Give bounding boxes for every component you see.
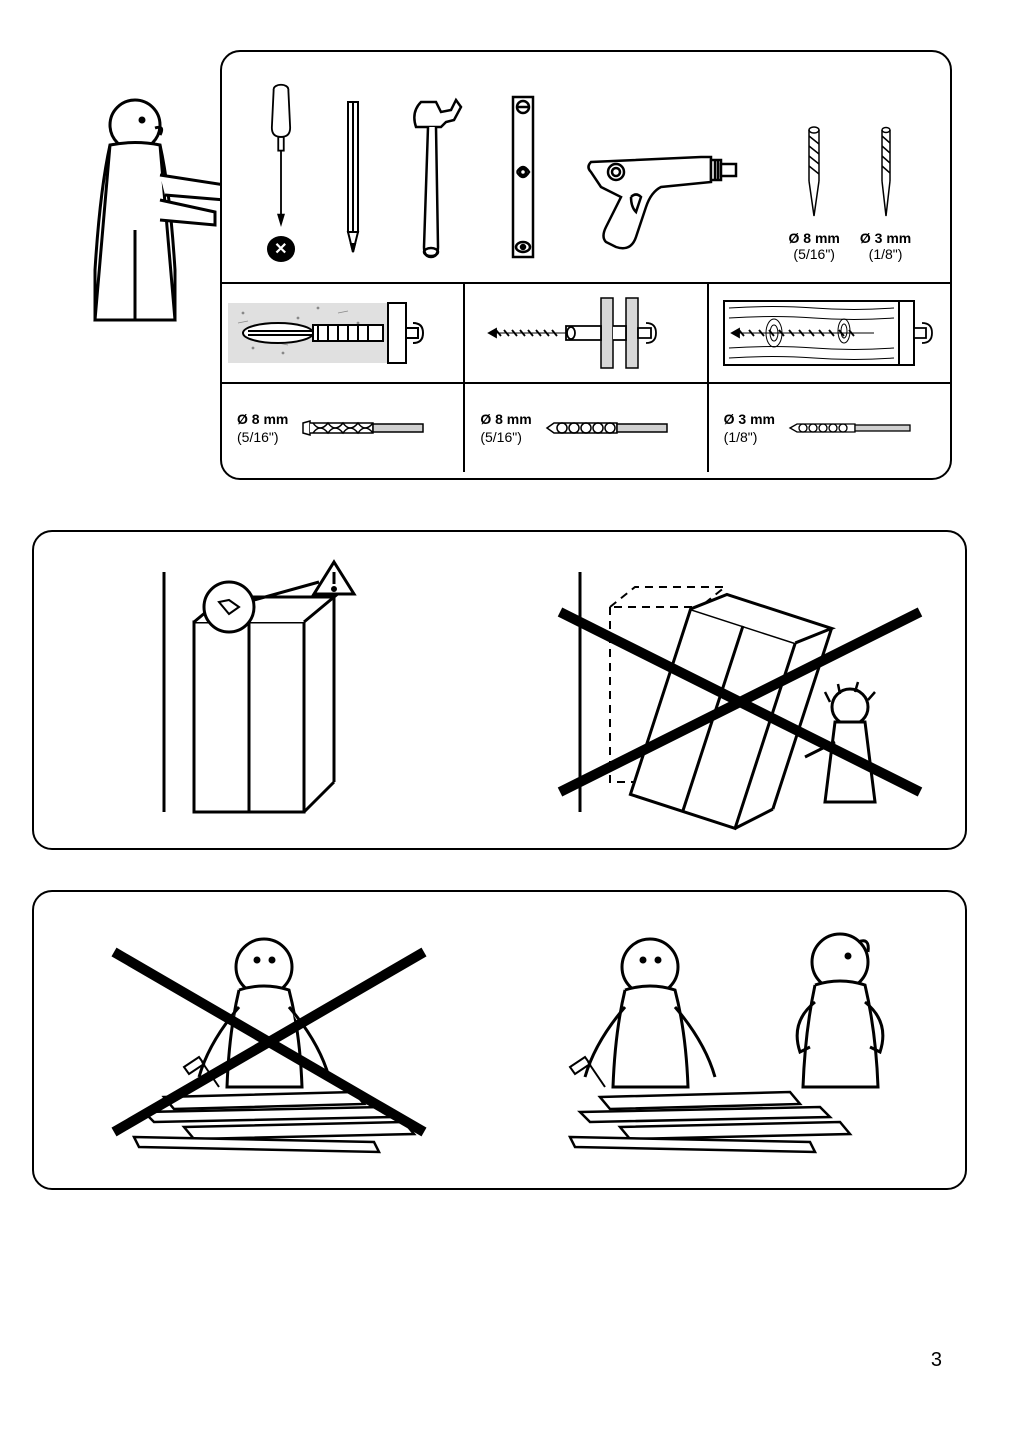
bit-specs-row: Ø 8 mm (5/16") Ø 8 mm (5/16") <box>222 382 950 472</box>
assembly-help-panel <box>32 890 967 1190</box>
tool-hammer <box>406 82 466 262</box>
drill-bits: Ø 8 mm (5/16") Ø 3 mm <box>789 82 912 262</box>
anchor-correct-illustration <box>54 552 484 832</box>
tipping-wrong-illustration <box>520 552 950 832</box>
bit-spec-label: Ø 8 mm (5/16") <box>480 410 531 446</box>
twist-bit-icon <box>542 413 672 443</box>
page-number: 3 <box>931 1349 942 1372</box>
bit-size-label: Ø 8 mm <box>789 230 840 246</box>
bit-imperial-label: (1/8") <box>860 246 911 262</box>
character-pointing <box>40 90 230 330</box>
reject-icon <box>267 236 295 262</box>
tool-drill <box>581 82 751 262</box>
small-bit-icon <box>785 415 915 441</box>
bit-spec-label: Ø 8 mm (5/16") <box>237 410 288 446</box>
two-people-correct-illustration <box>520 912 950 1172</box>
bit-spec-label: Ø 3 mm (1/8") <box>724 410 775 446</box>
tool-screwdriver-rejected <box>261 82 301 262</box>
wall-anchor-panel <box>32 530 967 850</box>
material-wood <box>709 284 950 382</box>
material-concrete <box>222 284 465 382</box>
one-person-wrong-illustration <box>54 912 484 1172</box>
masonry-bit-icon <box>298 413 428 443</box>
wall-materials-row <box>222 282 950 382</box>
material-hollow <box>465 284 708 382</box>
tool-level <box>503 82 543 262</box>
tools-required-panel: Ø 8 mm (5/16") Ø 3 mm <box>220 50 952 480</box>
bit-imperial-label: (5/16") <box>789 246 840 262</box>
bit-size-label: Ø 3 mm <box>860 230 911 246</box>
tool-pencil <box>338 82 368 262</box>
